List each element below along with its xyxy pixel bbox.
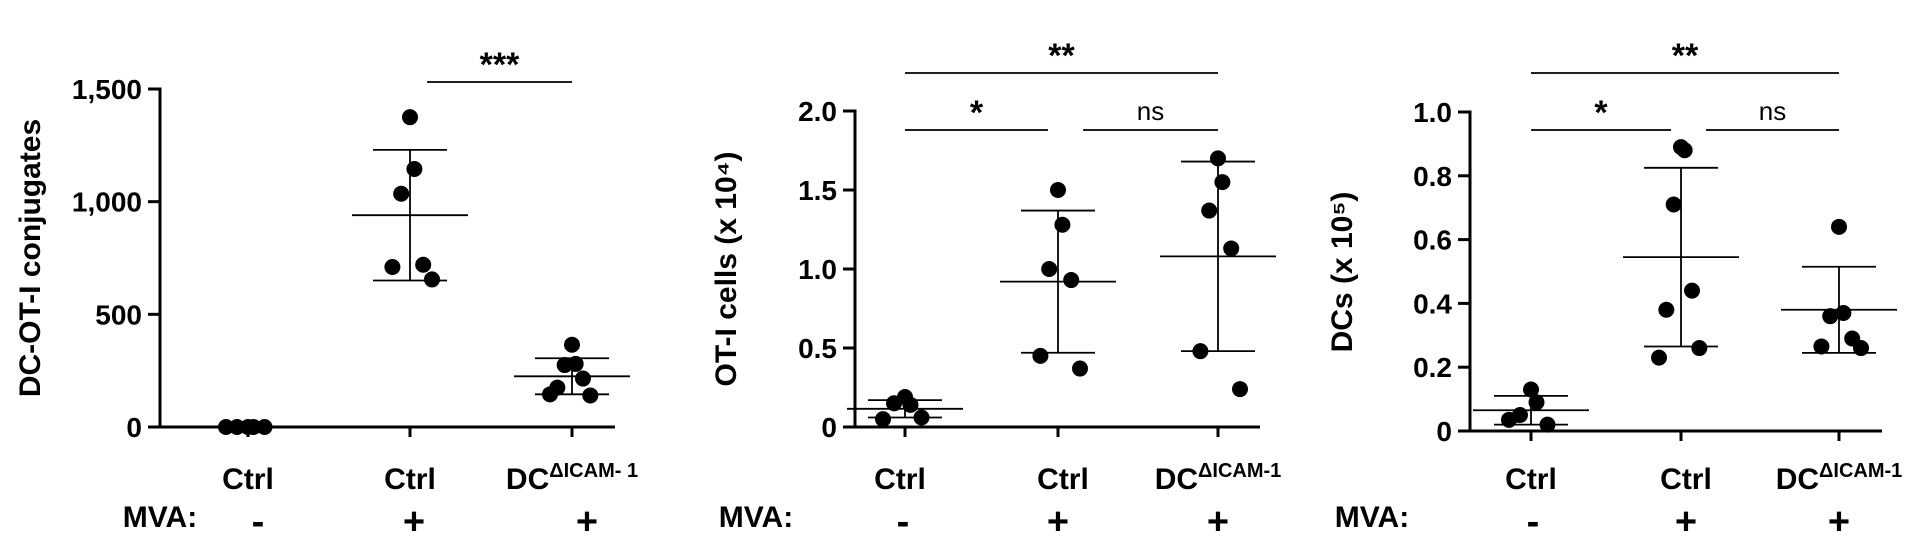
significance-label: *** <box>480 46 520 84</box>
data-point <box>1032 347 1049 364</box>
category-label: Ctrl <box>222 463 274 496</box>
data-point <box>1822 308 1839 325</box>
mva-sign: + <box>1047 501 1069 539</box>
data-point <box>229 419 245 435</box>
data-point <box>384 259 401 276</box>
mva-sign: + <box>403 501 425 539</box>
category-label: Ctrl <box>1037 463 1089 496</box>
y-axis-label: DC-OT-I conjugates <box>14 119 47 397</box>
data-point <box>556 357 573 374</box>
y-tick-label: 1.0 <box>798 254 837 285</box>
data-point <box>1054 216 1071 233</box>
data-point <box>1232 381 1248 398</box>
mva-sign: + <box>1675 501 1697 539</box>
data-point <box>1214 174 1231 191</box>
y-tick-label: 0.6 <box>1413 225 1452 256</box>
y-axis-label: DCs (x 10⁵) <box>1326 192 1359 353</box>
data-point <box>564 336 580 353</box>
data-point <box>218 419 234 435</box>
mva-sign: - <box>252 501 265 539</box>
category-label: DCΔICAM- 1 <box>506 460 638 496</box>
data-point <box>1201 202 1218 219</box>
y-tick-label: 1,500 <box>72 74 142 105</box>
y-tick-label: 0 <box>1436 416 1452 447</box>
data-point <box>1050 182 1066 198</box>
data-point <box>245 419 262 435</box>
mva-label: MVA: <box>123 501 197 534</box>
category-label: DCΔICAM-1 <box>1776 460 1903 496</box>
data-point <box>424 271 440 288</box>
y-axis-label: OT-I cells (x 10⁴) <box>710 152 743 387</box>
y-tick-label: 0.2 <box>1413 352 1452 383</box>
significance-label: ns <box>1137 96 1164 126</box>
data-point <box>1665 196 1682 213</box>
data-point <box>575 370 591 387</box>
chart-panel-2: 00.51.01.52.0OT-I cells (x 10⁴)*** nsCtrl… <box>710 37 1281 539</box>
data-point <box>1813 338 1830 355</box>
significance-label: * <box>1594 94 1608 132</box>
y-tick-label: 0.5 <box>798 333 837 364</box>
data-point <box>1676 142 1693 159</box>
y-tick-label: 0 <box>126 412 142 443</box>
y-tick-label: 0 <box>821 412 837 443</box>
data-point <box>875 411 891 428</box>
data-point <box>406 160 423 177</box>
data-point <box>1523 381 1539 398</box>
data-point <box>1072 360 1088 377</box>
data-point <box>415 256 432 273</box>
y-tick-label: 1,000 <box>72 187 142 218</box>
category-label: Ctrl <box>1660 463 1712 496</box>
category-label: Ctrl <box>1505 463 1557 496</box>
mva-sign: - <box>897 501 910 539</box>
y-tick-label: 1.0 <box>1413 97 1452 128</box>
data-point <box>1223 240 1240 257</box>
data-point <box>1691 340 1708 357</box>
mva-sign: + <box>1828 501 1850 539</box>
y-tick-label: 1.5 <box>798 175 837 206</box>
mva-sign: - <box>1527 501 1540 539</box>
data-point <box>1528 394 1545 411</box>
mva-label: MVA: <box>719 501 793 534</box>
data-point <box>256 419 273 435</box>
mva-sign: + <box>1207 501 1229 539</box>
chart-panel-1: 0 500 1,000 1,500 DC-OT-I conjugates *** Ctrl C… <box>14 46 638 539</box>
category-label: Ctrl <box>384 463 436 496</box>
mva-sign: + <box>576 501 598 539</box>
data-point <box>1651 349 1667 366</box>
y-tick-label: 0.4 <box>1413 288 1452 319</box>
significance-label: ** <box>1048 37 1075 75</box>
category-label: Ctrl <box>874 463 926 496</box>
y-tick-label: 2.0 <box>798 96 837 127</box>
category-label: DCΔICAM-1 <box>1155 460 1282 496</box>
data-point <box>1063 272 1080 289</box>
mva-label: MVA: <box>1335 501 1409 534</box>
y-tick-label: 0.8 <box>1413 161 1452 192</box>
significance-label: ns <box>1759 96 1786 126</box>
y-tick-label: 500 <box>95 299 142 330</box>
data-point <box>402 109 418 126</box>
data-point <box>1658 301 1675 318</box>
data-point <box>1831 218 1847 235</box>
data-point <box>393 185 410 202</box>
data-point <box>1041 261 1058 277</box>
data-point <box>582 387 599 404</box>
significance-label: * <box>970 94 984 132</box>
data-point <box>1684 282 1700 299</box>
significance-label: ** <box>1672 37 1699 75</box>
